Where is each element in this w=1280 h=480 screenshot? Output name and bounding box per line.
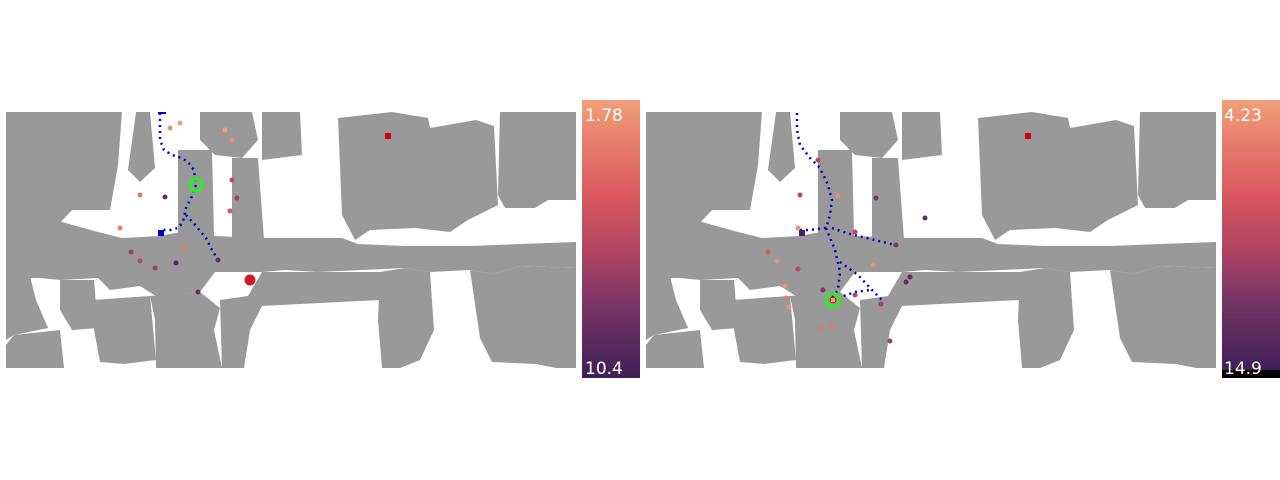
right-panel: 4.23 14.9 bbox=[646, 100, 1280, 379]
sample-point bbox=[137, 258, 143, 264]
goal-marker bbox=[824, 291, 842, 309]
sample-point bbox=[852, 229, 858, 235]
sample-point bbox=[167, 125, 173, 131]
sample-point bbox=[229, 137, 235, 143]
sample-point bbox=[870, 262, 876, 268]
sample-point bbox=[878, 301, 884, 307]
planned-path-branch bbox=[831, 226, 896, 247]
path-marker bbox=[799, 230, 805, 236]
colorbar-min-label: 14.9 bbox=[1224, 359, 1262, 379]
agent-marker bbox=[831, 298, 835, 302]
samples bbox=[765, 157, 928, 344]
left-panel: 1.78 10.4 bbox=[6, 100, 640, 379]
sample-point bbox=[795, 266, 801, 272]
colorbar-max-label: 1.78 bbox=[585, 106, 623, 126]
sample-point bbox=[893, 242, 899, 248]
planned-path-branch bbox=[185, 214, 220, 261]
sample-point bbox=[815, 157, 821, 163]
sample-point bbox=[234, 195, 240, 201]
sample-point bbox=[152, 265, 158, 271]
sample-point bbox=[774, 258, 780, 264]
sample-point bbox=[786, 304, 792, 310]
sample-point bbox=[137, 192, 143, 198]
planned-path-branch bbox=[837, 288, 871, 300]
target-marker bbox=[385, 133, 391, 139]
colorbar bbox=[582, 100, 640, 378]
sample-point bbox=[795, 225, 801, 231]
sample-point bbox=[820, 287, 826, 293]
sample-point bbox=[177, 120, 183, 126]
sample-point bbox=[222, 127, 228, 133]
goal-marker bbox=[188, 177, 204, 193]
colorbar-min-label: 10.4 bbox=[585, 359, 623, 379]
sample-point bbox=[173, 260, 179, 266]
sample-point bbox=[852, 292, 858, 298]
target-marker bbox=[1025, 133, 1031, 139]
sample-point bbox=[818, 325, 824, 331]
sample-point bbox=[227, 208, 233, 214]
sample-point bbox=[907, 274, 913, 280]
sample-point bbox=[229, 177, 235, 183]
sample-point bbox=[195, 289, 201, 295]
sample-point bbox=[783, 295, 789, 301]
samples bbox=[117, 120, 240, 295]
sample-point bbox=[765, 249, 771, 255]
planned-path bbox=[158, 113, 198, 232]
sample-point bbox=[828, 323, 834, 329]
sample-point bbox=[782, 283, 788, 289]
sample-point bbox=[887, 338, 893, 344]
sample-point bbox=[835, 193, 841, 199]
sample-point bbox=[797, 192, 803, 198]
colorbar-base bbox=[1222, 370, 1280, 378]
current-position-marker bbox=[244, 274, 256, 286]
sample-point bbox=[181, 245, 187, 251]
sample-point bbox=[117, 225, 123, 231]
sample-point bbox=[903, 279, 909, 285]
sample-point bbox=[922, 215, 928, 221]
sample-point bbox=[128, 249, 134, 255]
colorbar-max-label: 4.23 bbox=[1224, 106, 1262, 126]
sample-point bbox=[873, 195, 879, 201]
colorbar bbox=[1222, 100, 1280, 370]
sample-point bbox=[162, 194, 168, 200]
sample-point bbox=[215, 257, 221, 263]
path-marker bbox=[158, 230, 164, 236]
